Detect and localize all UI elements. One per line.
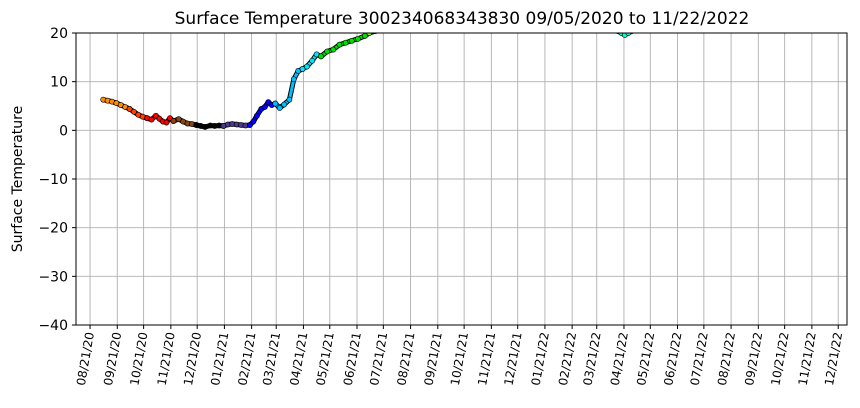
x-tick-label: 01/21/21 [208, 331, 231, 387]
data-point [309, 57, 316, 64]
x-tick-label: 11/21/22 [796, 331, 819, 387]
x-tick-label: 10/21/22 [768, 331, 791, 387]
data-point [253, 112, 260, 119]
x-tick-label: 02/21/22 [556, 331, 579, 387]
data-point [348, 37, 355, 44]
x-tick-label: 11/21/21 [475, 331, 498, 387]
gridlines [76, 32, 847, 326]
data-point [246, 122, 253, 128]
data-point [131, 108, 137, 115]
data-point [261, 104, 268, 110]
x-tick-label: 02/21/21 [235, 331, 258, 387]
data-series [100, 33, 635, 130]
x-tick-label: 12/21/20 [181, 331, 204, 387]
x-tick-label: 03/21/21 [260, 331, 283, 387]
data-point [148, 116, 155, 123]
x-tick-label: 11/21/20 [155, 331, 178, 387]
x-tick-label: 09/21/22 [742, 331, 765, 387]
data-point [330, 46, 337, 53]
y-axis: 20 10 0 −10 −20 −30 −40 [38, 26, 76, 334]
x-tick-label: 06/21/22 [661, 331, 684, 387]
data-point [366, 33, 373, 36]
y-tick-label: −40 [38, 318, 68, 334]
x-tick-label: 05/21/22 [634, 331, 657, 387]
x-axis: 08/21/20 09/21/20 10/21/20 11/21/20 12/21/20… [74, 325, 845, 387]
y-tick-label: −10 [38, 172, 68, 188]
data-point [202, 124, 208, 130]
x-tick-label: 12/21/22 [822, 331, 845, 387]
x-tick-label: 01/21/22 [529, 331, 552, 387]
x-tick-label: 05/21/21 [314, 331, 337, 387]
data-point [281, 101, 288, 108]
x-tick-label: 07/21/21 [367, 331, 390, 387]
x-tick-label: 06/21/21 [341, 331, 364, 387]
x-tick-label: 12/21/21 [502, 331, 525, 387]
x-tick-label: 08/21/21 [394, 331, 417, 387]
data-point [170, 118, 177, 124]
data-point [342, 39, 349, 46]
x-tick-label: 10/21/20 [127, 331, 150, 387]
x-tick-label: 07/21/22 [688, 331, 711, 387]
data-point [354, 35, 361, 42]
x-tick-label: 03/21/22 [581, 331, 604, 387]
data-point [163, 119, 170, 126]
data-point [175, 116, 182, 123]
y-tick-label: −20 [38, 221, 68, 237]
y-tick-label: 20 [50, 26, 68, 42]
data-point [126, 106, 133, 112]
y-tick-label: 10 [50, 75, 68, 91]
data-point [324, 48, 331, 55]
data-point [318, 53, 324, 60]
x-tick-label: 08/21/20 [74, 331, 97, 387]
x-tick-label: 09/21/20 [101, 331, 124, 387]
x-tick-label: 04/21/22 [608, 331, 631, 387]
y-tick-label: 0 [59, 123, 68, 139]
y-axis-label: Surface Temperature [10, 106, 26, 252]
chart-title: Surface Temperature 300234068343830 09/0… [175, 9, 750, 29]
data-point [290, 76, 297, 83]
data-point [272, 100, 279, 107]
data-point [625, 33, 632, 36]
data-point [286, 96, 293, 103]
y-tick-label: −30 [38, 269, 68, 285]
x-tick-label: 04/21/21 [287, 331, 310, 387]
data-point [336, 41, 343, 48]
data-point [250, 118, 257, 125]
data-point [299, 66, 306, 72]
x-tick-label: 08/21/22 [715, 331, 738, 387]
x-tick-label: 09/21/21 [422, 331, 445, 387]
data-point [304, 63, 310, 70]
x-tick-label: 10/21/21 [448, 331, 471, 387]
data-point [276, 105, 283, 111]
